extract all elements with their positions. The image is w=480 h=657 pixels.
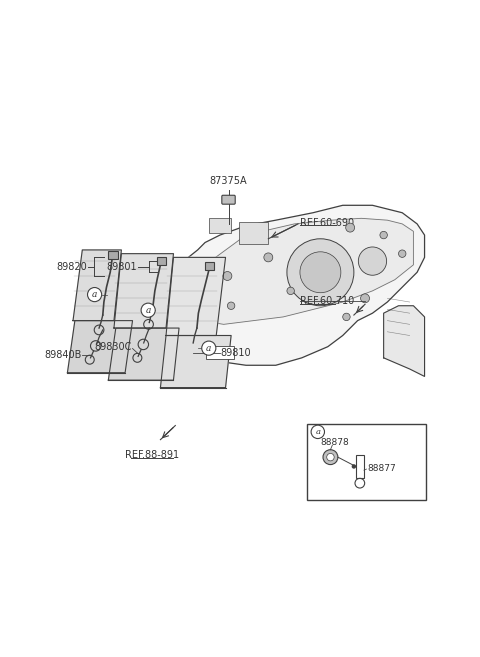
Circle shape bbox=[327, 453, 334, 461]
Circle shape bbox=[287, 287, 294, 294]
Polygon shape bbox=[166, 258, 226, 336]
Text: REF.60-690: REF.60-690 bbox=[300, 217, 354, 228]
Bar bbox=[356, 455, 364, 478]
Circle shape bbox=[202, 341, 216, 355]
Circle shape bbox=[360, 294, 370, 303]
Circle shape bbox=[359, 247, 386, 275]
Text: 89801: 89801 bbox=[107, 261, 137, 272]
FancyBboxPatch shape bbox=[222, 195, 235, 204]
Circle shape bbox=[398, 250, 406, 258]
Polygon shape bbox=[384, 306, 424, 376]
Circle shape bbox=[287, 238, 354, 306]
Circle shape bbox=[264, 253, 273, 262]
Text: 89810: 89810 bbox=[220, 348, 251, 357]
Circle shape bbox=[346, 223, 355, 232]
Text: a: a bbox=[92, 290, 97, 299]
Polygon shape bbox=[190, 218, 413, 325]
Text: a: a bbox=[315, 428, 320, 436]
Text: REF.88-891: REF.88-891 bbox=[125, 450, 180, 461]
Polygon shape bbox=[108, 328, 179, 380]
Circle shape bbox=[87, 288, 102, 302]
Bar bbox=[206, 346, 234, 359]
Text: 89830C: 89830C bbox=[95, 342, 132, 352]
Bar bbox=[307, 424, 426, 500]
Bar bbox=[205, 262, 215, 271]
Polygon shape bbox=[67, 321, 132, 373]
Bar bbox=[209, 218, 231, 233]
Polygon shape bbox=[160, 336, 231, 388]
Circle shape bbox=[323, 449, 338, 464]
Text: 89820: 89820 bbox=[56, 261, 87, 272]
Text: a: a bbox=[145, 306, 151, 315]
Text: 87375A: 87375A bbox=[210, 175, 247, 185]
Bar bbox=[108, 251, 118, 260]
Circle shape bbox=[228, 302, 235, 309]
Text: 88878: 88878 bbox=[321, 438, 349, 447]
Circle shape bbox=[380, 231, 387, 238]
Polygon shape bbox=[73, 250, 121, 321]
Circle shape bbox=[352, 464, 356, 468]
Text: REF.60-710: REF.60-710 bbox=[300, 296, 354, 306]
Text: 88877: 88877 bbox=[367, 464, 396, 473]
Polygon shape bbox=[114, 254, 173, 328]
Text: 89840B: 89840B bbox=[44, 350, 82, 360]
Bar bbox=[239, 222, 268, 244]
Circle shape bbox=[141, 303, 155, 317]
Polygon shape bbox=[177, 205, 424, 365]
Circle shape bbox=[343, 313, 350, 321]
Circle shape bbox=[311, 425, 324, 439]
Bar bbox=[156, 257, 166, 265]
Circle shape bbox=[223, 271, 232, 281]
Text: a: a bbox=[206, 344, 212, 353]
Circle shape bbox=[300, 252, 341, 293]
